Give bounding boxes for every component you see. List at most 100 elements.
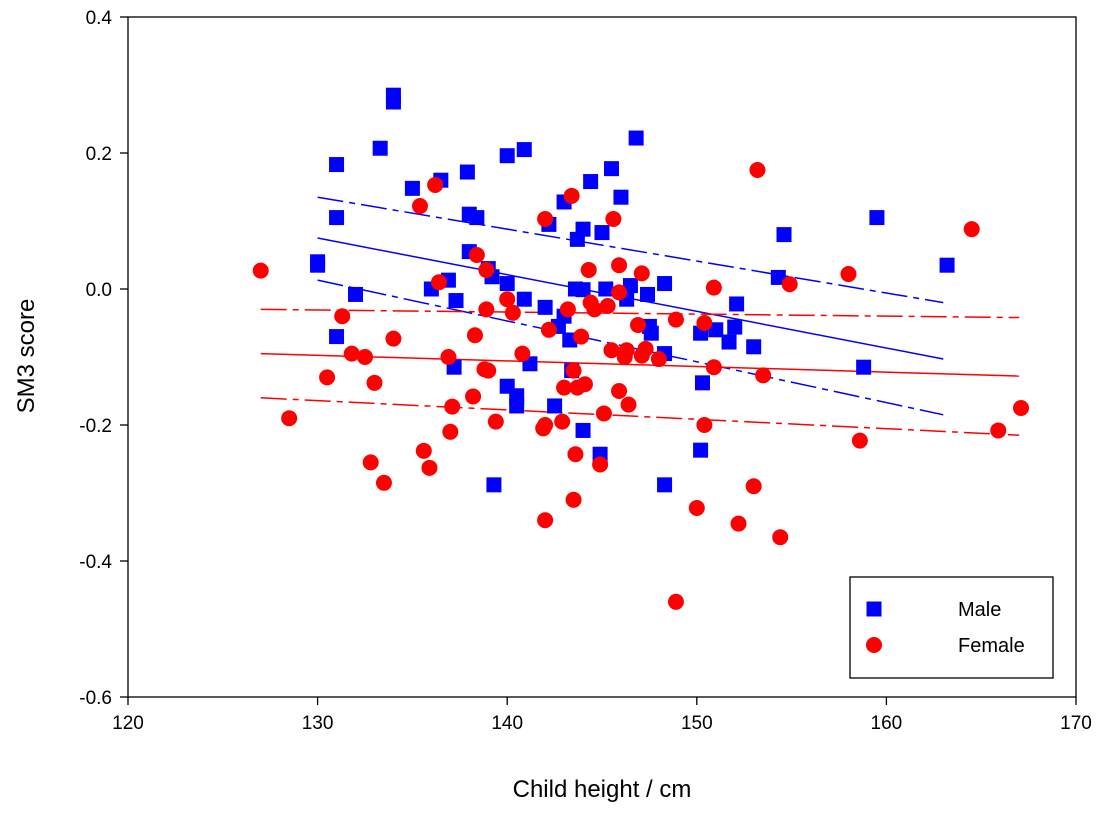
x-tick-label: 120	[112, 713, 144, 734]
female-data-point	[537, 512, 554, 529]
male-data-point	[622, 278, 638, 294]
male-data-point	[613, 189, 629, 205]
female-data-point	[667, 593, 684, 610]
legend: Male Female	[849, 576, 1054, 679]
male-data-point	[372, 140, 388, 156]
y-tick-label: -0.2	[79, 416, 112, 437]
female-data-point	[755, 367, 772, 384]
y-axis-title: SM3 score	[13, 299, 40, 414]
female-data-point	[466, 327, 483, 344]
male-data-point	[499, 148, 515, 164]
male-data-point	[448, 293, 464, 309]
female-data-point	[281, 410, 298, 427]
male-data-point	[770, 269, 786, 285]
male-data-point	[657, 276, 673, 292]
female-data-point	[705, 279, 722, 296]
axes: 120 130 140 150 160 170 -0.6 -0.4 -0.2 0.0 0.2 0.4	[79, 8, 1092, 734]
female-data-point	[478, 301, 495, 318]
female-data-point	[559, 301, 576, 318]
female-data-point	[637, 340, 654, 357]
female-data-point	[319, 369, 336, 386]
female-data-point	[468, 247, 485, 263]
male-data-point	[598, 281, 614, 297]
female-data-point	[772, 529, 789, 546]
male-data-point	[776, 227, 792, 243]
female-data-point	[963, 221, 980, 238]
female-data-point	[334, 308, 351, 325]
female-regression-line	[260, 352, 1020, 377]
female-data-point	[781, 276, 798, 293]
female-data-point	[366, 374, 383, 391]
male-data-point	[856, 359, 872, 375]
male-data-point	[404, 180, 420, 196]
male-data-point	[537, 299, 553, 315]
legend-female-swatch	[866, 637, 882, 653]
female-data-point	[688, 499, 705, 516]
male-data-point	[603, 161, 619, 177]
male-data-point	[594, 225, 610, 241]
female-data-point	[343, 345, 360, 362]
female-data-point	[478, 261, 495, 278]
male-data-point	[486, 477, 502, 493]
male-data-point	[583, 174, 599, 190]
male-data-point	[348, 286, 364, 302]
legend-male-swatch	[866, 601, 882, 617]
female-data-point	[618, 342, 635, 359]
female-data-point	[630, 317, 647, 334]
female-data-point	[990, 422, 1007, 439]
female-data-point	[440, 349, 457, 365]
female-data-point	[504, 304, 521, 321]
plot-area	[127, 16, 1077, 698]
female-data-point	[611, 383, 628, 399]
y-tick-label: 0.0	[86, 280, 112, 301]
female-data-point	[749, 162, 766, 178]
male-data-point	[746, 339, 762, 355]
x-tick-label: 160	[871, 713, 903, 734]
x-tick-label: 170	[1060, 713, 1092, 734]
female-data-point	[415, 442, 432, 459]
female-data-point	[599, 298, 616, 314]
male-data-point	[729, 296, 745, 312]
female-data-point	[540, 321, 557, 338]
female-data-point	[611, 284, 628, 301]
female-data-point	[705, 359, 722, 376]
male-data-point	[329, 210, 345, 226]
male-ci-upper-line	[317, 196, 944, 304]
male-data-point	[575, 422, 591, 438]
male-data-point	[499, 276, 515, 292]
male-data-point	[516, 291, 532, 307]
male-data-point	[385, 94, 401, 110]
male-data-point	[640, 286, 656, 302]
female-data-point	[357, 349, 373, 365]
x-tick-label: 150	[681, 713, 713, 734]
female-data-point	[696, 315, 713, 331]
female-data-point	[563, 187, 580, 204]
female-data-point	[567, 446, 584, 463]
female-data-point	[603, 342, 620, 359]
female-data-point	[840, 266, 857, 283]
female-data-point	[362, 454, 379, 471]
female-data-point	[576, 376, 593, 393]
female-ci-lower-line	[260, 397, 1020, 436]
y-tick-label: -0.4	[79, 552, 112, 573]
male-data-point	[547, 398, 563, 414]
female-data-point	[1013, 400, 1030, 416]
male-data-point	[329, 329, 345, 345]
female-data-point	[592, 456, 609, 473]
male-data-point	[657, 477, 673, 493]
male-data-point	[310, 254, 326, 270]
male-data-point	[721, 334, 737, 350]
female-data-point	[851, 432, 868, 449]
male-data-point	[939, 257, 955, 273]
female-data-point	[586, 301, 603, 318]
y-tick-label: 0.2	[86, 144, 112, 165]
female-data-point	[745, 478, 762, 495]
female-data-point	[480, 362, 497, 379]
legend-box	[849, 576, 1054, 679]
female-data-point	[595, 405, 612, 422]
female-data-point	[605, 210, 622, 227]
female-data-point	[620, 396, 637, 413]
plot-frame	[127, 16, 1077, 698]
female-data-point	[730, 515, 747, 532]
female-data-point	[565, 491, 582, 508]
